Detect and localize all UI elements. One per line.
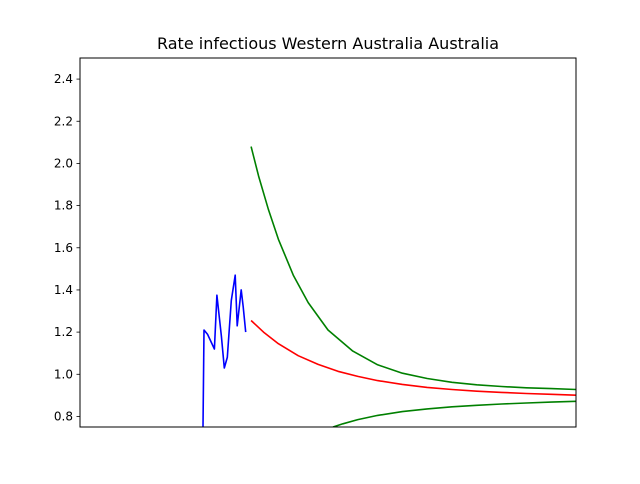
y-tick-label: 2.2 <box>54 114 73 128</box>
y-tick-label: 1.2 <box>54 325 73 339</box>
plot-frame <box>79 57 577 428</box>
y-tick-label: 1.0 <box>54 367 73 381</box>
series-line-projection-upper <box>250 146 576 391</box>
y-tick-label: 2.0 <box>54 156 73 170</box>
series-line-observed <box>202 274 247 427</box>
y-tick-label: 2.4 <box>54 72 73 86</box>
y-tick-label: 1.8 <box>54 199 73 213</box>
y-tick-label: 0.8 <box>54 409 73 423</box>
series-layer <box>202 146 576 427</box>
y-axis: 0.8 1.0 1.2 1.4 1.6 1.8 2.0 2.2 2.4 <box>54 72 80 423</box>
chart-title: Rate infectious Western Australia Austra… <box>157 34 499 53</box>
series-line-projection-median <box>250 319 576 396</box>
y-tick-label: 1.4 <box>54 283 73 297</box>
y-tick-label: 1.6 <box>54 241 73 255</box>
series-line-projection-lower <box>332 400 576 427</box>
